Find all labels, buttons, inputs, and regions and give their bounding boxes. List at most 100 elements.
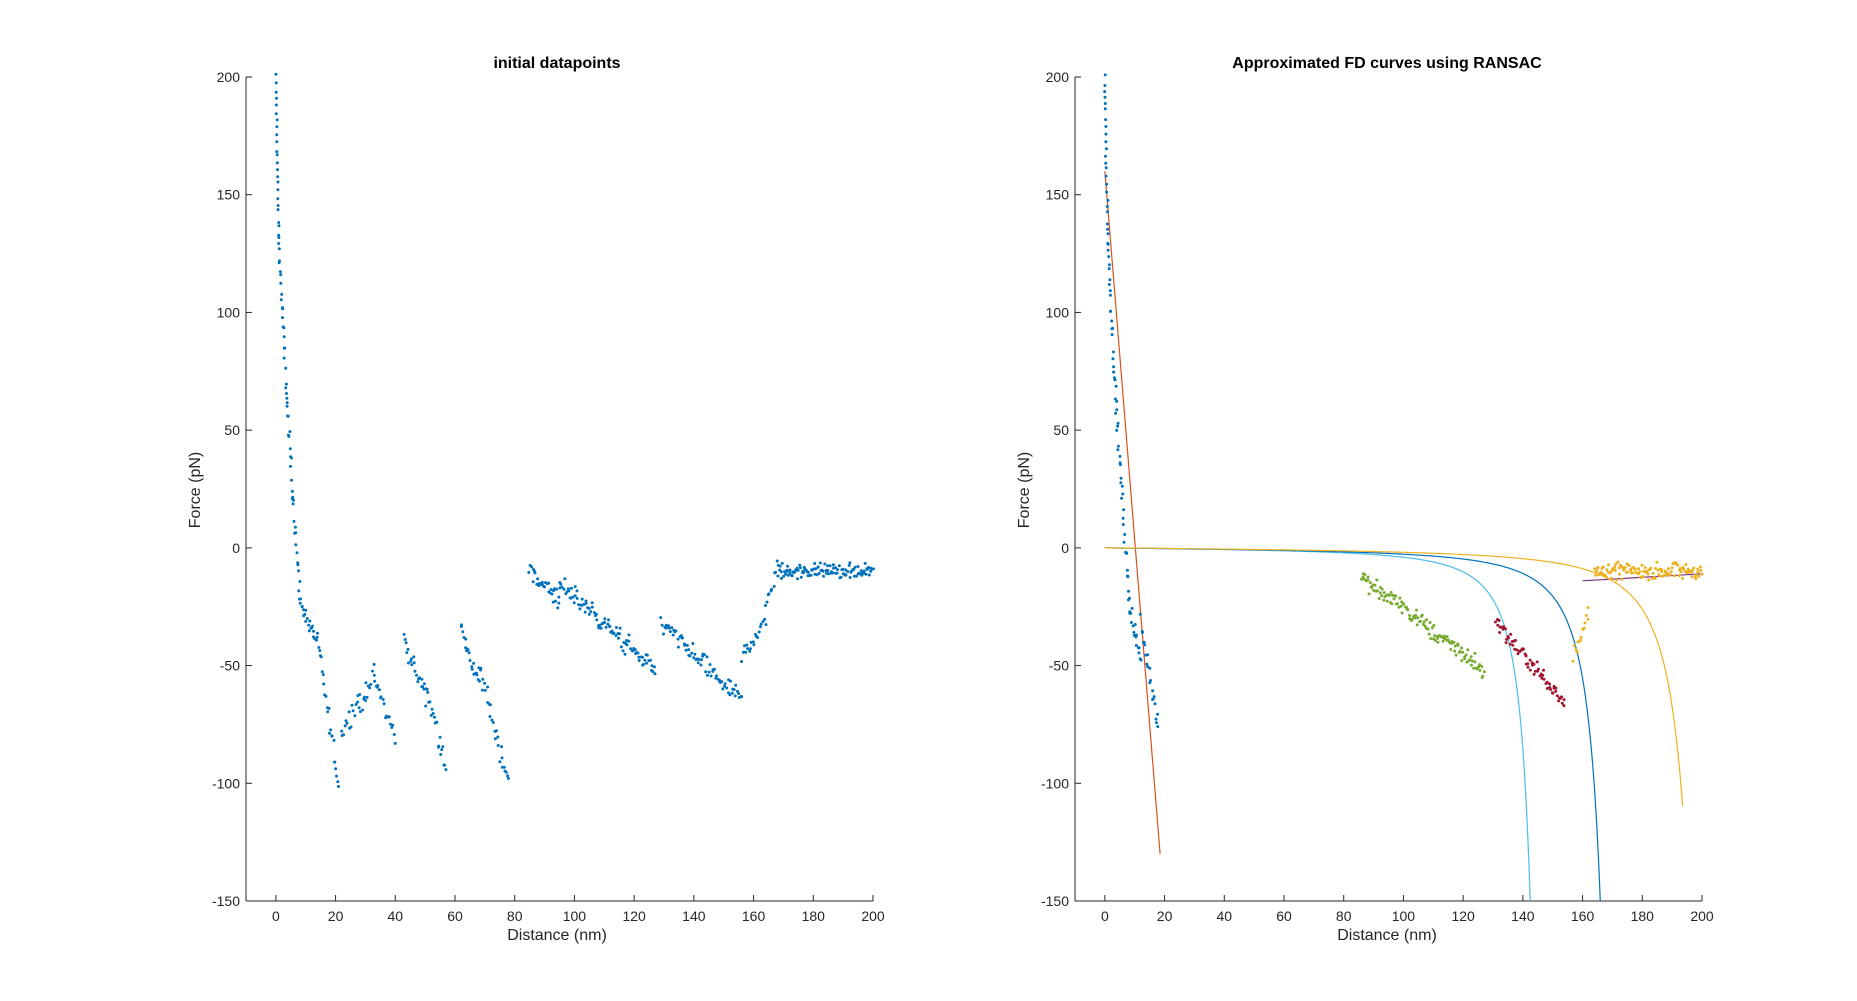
data-point [676, 637, 680, 641]
data-point [1146, 665, 1150, 669]
data-point [1560, 695, 1564, 699]
data-point [733, 694, 737, 698]
data-point [1104, 161, 1108, 165]
data-point [722, 684, 726, 688]
data-point [823, 562, 827, 566]
data-point [1655, 560, 1659, 564]
x-tick-label: 100 [563, 908, 587, 924]
data-point [405, 651, 409, 655]
data-point [784, 572, 788, 576]
data-point [1436, 640, 1440, 644]
data-point [530, 565, 534, 569]
data-point [806, 570, 810, 574]
data-point [318, 649, 322, 653]
data-point [799, 575, 803, 579]
data-point [285, 404, 289, 408]
data-point [1526, 665, 1530, 669]
data-point [860, 573, 864, 577]
data-point [277, 221, 281, 224]
data-point [1121, 516, 1125, 520]
data-point [862, 569, 866, 573]
data-point [869, 569, 873, 573]
data-point [543, 585, 546, 589]
data-point [409, 657, 413, 661]
data-point [1406, 608, 1410, 612]
data-point [734, 683, 738, 687]
data-point [1627, 564, 1631, 567]
data-point [319, 655, 323, 659]
data-point [590, 601, 594, 605]
data-point [625, 639, 628, 642]
data-point [584, 599, 588, 603]
data-point [1361, 575, 1365, 579]
x-tick-label: 180 [802, 908, 826, 924]
data-point [549, 588, 553, 591]
data-point [285, 392, 288, 395]
data-point [556, 606, 560, 610]
data-point [410, 663, 414, 667]
data-point [1545, 687, 1549, 690]
data-point [700, 658, 703, 662]
data-point [1426, 627, 1430, 631]
data-point [540, 581, 544, 584]
data-point [369, 683, 373, 686]
data-point [737, 692, 741, 695]
data-point [336, 780, 340, 784]
data-point [275, 118, 279, 122]
data-point [1460, 646, 1463, 650]
data-point [1155, 721, 1158, 725]
data-point [1678, 567, 1682, 571]
data-point [1112, 365, 1116, 369]
data-point [1610, 568, 1614, 572]
x-axis-label: Distance (nm) [1337, 927, 1437, 944]
data-point [1469, 655, 1473, 659]
data-point [1646, 572, 1650, 576]
data-point [1513, 647, 1517, 651]
data-point [274, 72, 278, 76]
data-point [607, 618, 610, 622]
data-point [1109, 309, 1113, 313]
data-point [1104, 154, 1107, 158]
x-tick-label: 120 [1451, 908, 1475, 924]
data-point [871, 567, 875, 571]
data-point [844, 568, 848, 572]
data-point [1532, 672, 1536, 676]
data-point [1649, 566, 1653, 570]
data-point [500, 745, 504, 749]
data-point [631, 649, 635, 653]
data-point [1129, 611, 1133, 615]
data-point [740, 695, 744, 699]
y-tick-label: 0 [1061, 540, 1069, 556]
data-point [1103, 102, 1107, 105]
data-point [1494, 620, 1497, 624]
data-point [377, 688, 381, 692]
data-point [1542, 677, 1546, 681]
data-point [1507, 636, 1510, 640]
data-point [1129, 621, 1133, 624]
data-point [1631, 571, 1635, 575]
data-point [275, 153, 279, 157]
data-point [1433, 634, 1437, 638]
data-point [1370, 585, 1374, 589]
data-point [413, 669, 417, 673]
data-point [612, 631, 616, 635]
data-point [279, 281, 283, 285]
data-point [333, 760, 337, 764]
data-point [1104, 166, 1108, 170]
data-point [1684, 563, 1688, 566]
data-point [275, 140, 279, 144]
data-point [598, 623, 602, 627]
data-point [1120, 496, 1124, 500]
x-tick-label: 120 [622, 908, 646, 924]
data-point [1625, 562, 1629, 566]
data-point [761, 620, 765, 624]
data-point [651, 670, 655, 674]
data-point [1700, 572, 1704, 576]
data-point [691, 642, 695, 645]
data-point [550, 592, 554, 596]
data-point [1537, 667, 1540, 671]
data-point [1670, 566, 1674, 570]
data-point [1395, 602, 1399, 606]
data-point [1548, 682, 1551, 686]
